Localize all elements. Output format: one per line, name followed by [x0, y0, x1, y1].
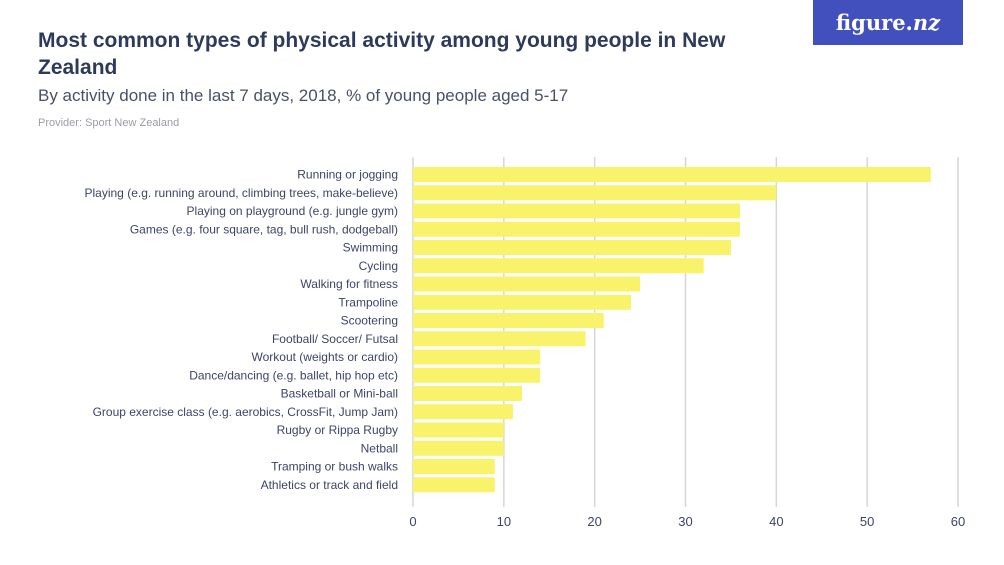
bar	[413, 459, 495, 474]
x-tick-label: 20	[587, 514, 601, 529]
bar	[413, 185, 777, 201]
logo-text-main: figure.	[835, 10, 913, 35]
category-label: Tramping or bush walks	[271, 460, 398, 474]
category-label: Group exercise class (e.g. aerobics, Cro…	[93, 405, 398, 419]
x-tick-label: 10	[497, 514, 511, 529]
category-label: Netball	[361, 441, 398, 455]
bar	[413, 167, 931, 182]
bar	[413, 294, 631, 310]
x-tick-label: 40	[769, 514, 783, 529]
category-label: Swimming	[343, 241, 398, 255]
bar	[413, 367, 541, 383]
bar	[413, 386, 522, 401]
logo-text-accent: nz	[912, 10, 941, 35]
category-label: Football/ Soccer/ Futsal	[272, 332, 398, 346]
category-label: Dance/dancing (e.g. ballet, hip hop etc)	[189, 368, 398, 382]
bar	[413, 349, 541, 365]
bar	[413, 240, 731, 255]
x-tick-label: 60	[951, 514, 965, 529]
category-label: Basketball or Mini-ball	[281, 387, 398, 401]
x-tick-label: 50	[860, 514, 874, 529]
bar	[413, 404, 513, 420]
bar	[413, 258, 704, 274]
chart-title: Most common types of physical activity a…	[38, 29, 726, 79]
x-tick-label: 0	[409, 514, 416, 529]
provider-note: Provider: Sport New Zealand	[38, 117, 180, 129]
chart-subtitle: By activity done in the last 7 days, 201…	[38, 86, 569, 105]
category-label: Cycling	[359, 259, 398, 273]
category-label: Athletics or track and field	[261, 478, 398, 492]
category-label: Playing (e.g. running around, climbing t…	[85, 186, 399, 200]
bar	[413, 221, 740, 237]
bar	[413, 331, 586, 347]
bar	[413, 203, 740, 219]
category-label: Running or jogging	[297, 168, 398, 182]
x-tick-label: 30	[678, 514, 692, 529]
bar	[413, 276, 641, 292]
category-label: Games (e.g. four square, tag, bull rush,…	[130, 222, 398, 236]
bar	[413, 477, 495, 493]
category-label: Playing on playground (e.g. jungle gym)	[187, 204, 398, 218]
figure-nz-logo[interactable]: figure. nz	[813, 0, 963, 45]
category-label: Walking for fitness	[300, 277, 398, 291]
category-label: Workout (weights or cardio)	[252, 350, 399, 364]
bar	[413, 440, 504, 456]
bar	[413, 313, 604, 328]
category-label: Rugby or Rippa Rugby	[277, 423, 398, 437]
category-label: Scootering	[341, 314, 398, 328]
bar	[413, 422, 504, 438]
category-label: Trampoline	[338, 295, 398, 309]
